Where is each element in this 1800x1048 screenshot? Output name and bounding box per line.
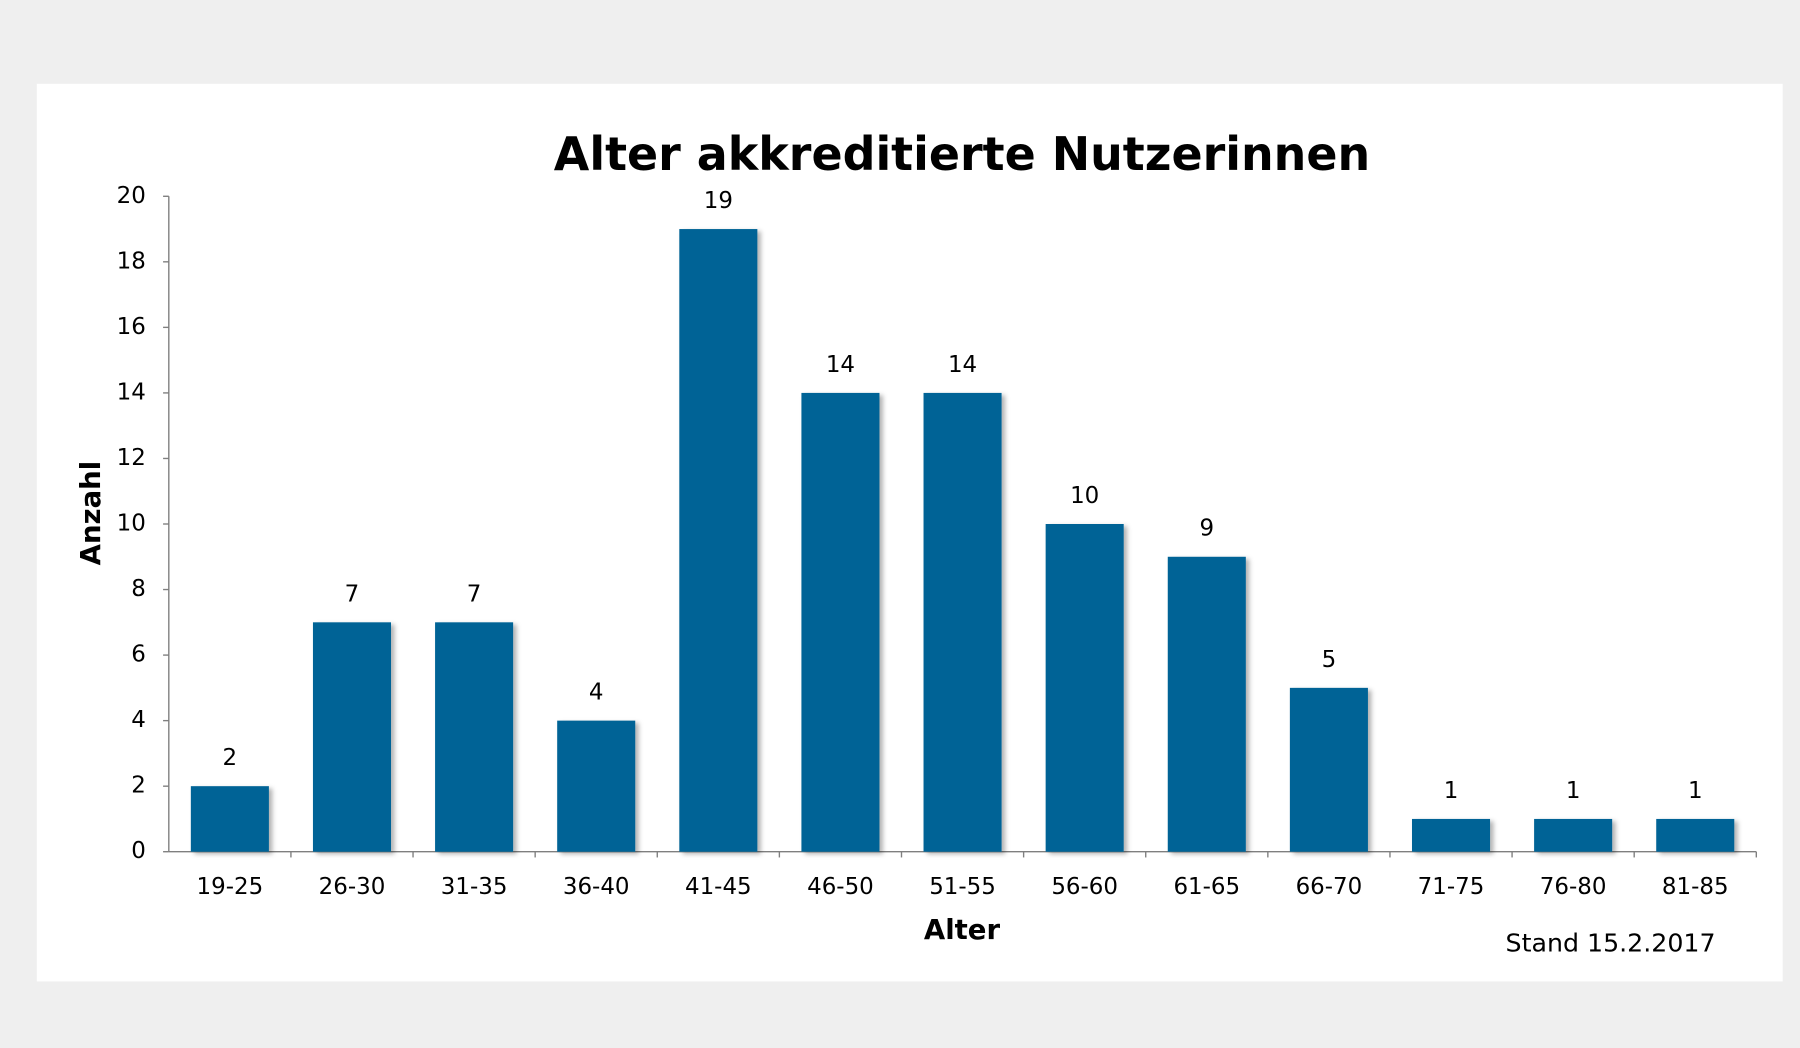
- x-tick-label: 71-75: [1418, 874, 1485, 900]
- bar: [1045, 524, 1124, 852]
- x-tick-label: 41-45: [685, 874, 752, 900]
- value-label: 19: [704, 188, 733, 214]
- value-label: 14: [948, 352, 977, 378]
- value-label: 1: [1688, 778, 1703, 804]
- value-label: 2: [223, 745, 238, 771]
- bar: [312, 622, 392, 852]
- bar: [1411, 818, 1491, 852]
- y-tick-label: 10: [117, 511, 146, 537]
- value-label: 1: [1444, 778, 1459, 804]
- y-tick-label: 18: [117, 248, 146, 274]
- y-tick-label: 20: [117, 183, 146, 209]
- x-tick-label: 19-25: [197, 874, 264, 900]
- x-tick-label: 51-55: [929, 874, 996, 900]
- bar: [801, 392, 880, 852]
- bar: [1534, 818, 1613, 852]
- x-tick-label: 26-30: [319, 874, 386, 900]
- value-label: 7: [345, 581, 360, 607]
- x-tick-label: 56-60: [1051, 874, 1118, 900]
- x-tick-label: 81-85: [1662, 874, 1729, 900]
- x-tick-label: 46-50: [807, 874, 874, 900]
- y-tick-label: 14: [117, 379, 146, 405]
- bar: [1167, 556, 1246, 852]
- annotation: Stand 15.2.2017: [1506, 929, 1716, 958]
- x-axis-label: Alter: [924, 914, 1001, 946]
- y-tick-label: 8: [131, 576, 146, 602]
- value-label: 10: [1070, 483, 1099, 509]
- value-label: 1: [1566, 778, 1581, 804]
- bar: [190, 786, 269, 852]
- bar: [679, 229, 758, 852]
- y-tick-label: 0: [131, 838, 146, 864]
- y-tick-label: 12: [117, 445, 146, 471]
- x-tick-label: 66-70: [1296, 874, 1363, 900]
- value-label: 14: [826, 352, 855, 378]
- value-label: 9: [1199, 516, 1214, 542]
- value-label: 7: [467, 581, 482, 607]
- y-tick-label: 2: [131, 773, 146, 799]
- x-tick-label: 61-65: [1173, 874, 1240, 900]
- value-label: 4: [589, 680, 604, 706]
- x-tick-label: 31-35: [441, 874, 508, 900]
- chart-panel: [36, 83, 1783, 982]
- chart-title: Alter akkreditierte Nutzerinnen: [554, 127, 1370, 181]
- y-axis-label: Anzahl: [75, 461, 107, 566]
- bar: [435, 622, 514, 852]
- x-tick-label: 36-40: [563, 874, 630, 900]
- y-tick-label: 16: [117, 314, 146, 340]
- bar: [557, 720, 636, 852]
- y-tick-label: 6: [131, 642, 146, 668]
- bar: [1656, 818, 1735, 852]
- bar: [1289, 687, 1368, 852]
- value-label: 5: [1322, 647, 1337, 673]
- y-tick-label: 4: [131, 707, 146, 733]
- bar: [923, 392, 1002, 852]
- x-tick-label: 76-80: [1540, 874, 1607, 900]
